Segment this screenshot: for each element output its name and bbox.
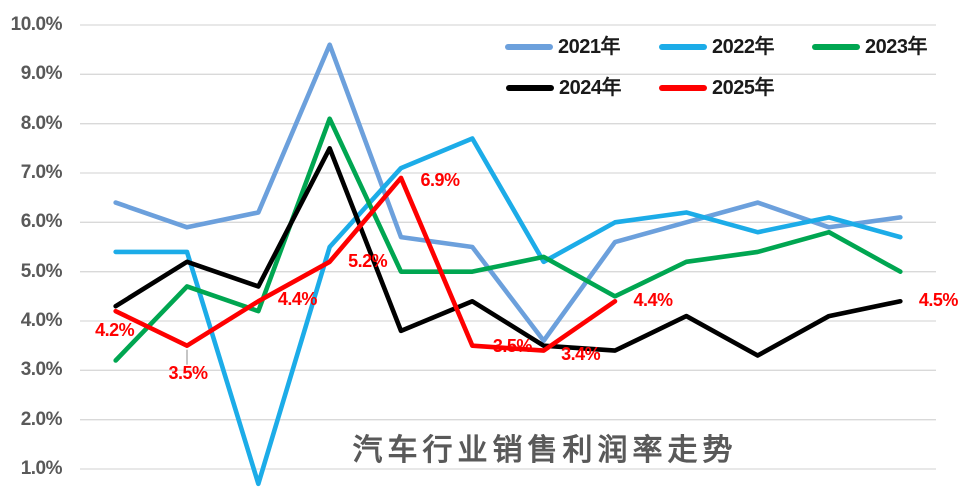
legend-item-2024: 2024年	[506, 77, 622, 99]
data-label-2025-p2: 3.5%	[168, 362, 208, 383]
legend-item-2021: 2021年	[505, 36, 621, 58]
legend-label: 2023年	[865, 36, 928, 58]
legend-line-swatch	[659, 85, 707, 91]
data-label-2025-p3: 4.4%	[277, 289, 318, 310]
chart-title: 汽车行业销售利润率走势	[352, 434, 738, 467]
legend-label: 2021年	[558, 36, 621, 58]
legend-label: 2025年	[712, 77, 775, 99]
y-tick-label-10.0%: 10.0%	[10, 14, 63, 35]
series-line-2025年	[113, 175, 618, 353]
series-line-2021年	[113, 42, 903, 344]
data-label-2025-p7: 3.4%	[561, 343, 601, 364]
series-line-2024年	[113, 146, 903, 358]
legend-line-swatch	[812, 44, 860, 50]
legend-label: 2024年	[559, 77, 622, 99]
y-tick-label-2.0%: 2.0%	[20, 408, 63, 430]
series-line-2022年	[113, 136, 903, 487]
data-label-2025-p1: 4.2%	[95, 320, 135, 341]
y-tick-label-5.0%: 5.0%	[20, 260, 63, 282]
y-tick-label-6.0%: 6.0%	[20, 211, 63, 233]
data-label-2025-p6: 3.5%	[492, 335, 533, 356]
legend-label: 2022年	[712, 36, 775, 58]
y-tick-label-7.0%: 7.0%	[20, 162, 63, 183]
legend-item-2025: 2025年	[659, 77, 775, 99]
legend-line-swatch	[659, 44, 707, 50]
data-label-2025-p5: 6.9%	[420, 169, 460, 190]
y-tick-label-1.0%: 1.0%	[20, 458, 63, 479]
data-label-2025-p8: 4.4%	[633, 290, 673, 311]
legend-item-2023: 2023年	[812, 36, 928, 58]
data-label-2024-p12: 4.5%	[918, 290, 959, 311]
y-tick-label-8.0%: 8.0%	[20, 112, 63, 134]
data-label-2025-p4: 5.2%	[348, 250, 388, 271]
legend-line-swatch	[506, 85, 554, 91]
y-tick-label-9.0%: 9.0%	[20, 63, 63, 85]
y-tick-label-3.0%: 3.0%	[20, 359, 63, 381]
y-tick-label-4.0%: 4.0%	[20, 310, 63, 331]
legend-item-2022: 2022年	[659, 36, 775, 58]
legend-line-swatch	[505, 44, 553, 50]
